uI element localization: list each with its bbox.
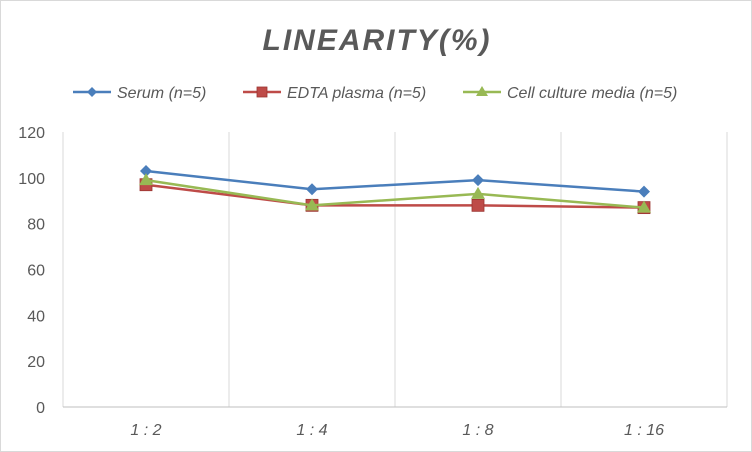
y-tick-label: 60	[27, 263, 45, 280]
legend-item: Cell culture media (n=5)	[463, 85, 677, 102]
legend-label: Cell culture media (n=5)	[507, 85, 677, 102]
y-tick-label: 120	[18, 125, 45, 142]
x-tick-label: 1 : 8	[462, 422, 493, 439]
chart-title: LINEARITY(%)	[263, 24, 492, 57]
data-point	[306, 183, 318, 196]
y-tick-label: 40	[27, 308, 45, 325]
gridlines	[62, 132, 728, 407]
data-point	[140, 164, 152, 177]
legend-item: EDTA plasma (n=5)	[243, 85, 426, 102]
x-tick-label: 1 : 2	[130, 422, 161, 439]
legend-item: Serum (n=5)	[73, 85, 206, 102]
x-tick-label: 1 : 4	[296, 422, 327, 439]
legend-label: EDTA plasma (n=5)	[287, 85, 426, 102]
y-tick-label: 100	[18, 171, 45, 188]
data-point	[637, 200, 651, 213]
legend-marker	[256, 86, 268, 98]
series-line	[145, 169, 645, 193]
series-1	[140, 164, 650, 198]
data-point	[638, 185, 650, 198]
data-point	[471, 198, 485, 212]
data-point	[472, 174, 484, 187]
data-point	[471, 186, 485, 199]
y-axis-ticks: 0 20 40 60 80 100 120	[18, 125, 45, 417]
data-point	[139, 173, 153, 186]
x-tick-label: 1 : 16	[624, 422, 664, 439]
legend-marker	[87, 87, 97, 97]
y-tick-label: 80	[27, 217, 45, 234]
legend-marker	[476, 86, 488, 96]
x-axis-ticks: 1 : 2 1 : 4 1 : 8 1 : 16	[130, 422, 664, 439]
series-group	[139, 164, 651, 215]
series-line	[145, 178, 645, 209]
legend-label: Serum (n=5)	[117, 85, 206, 102]
data-point	[305, 198, 319, 211]
y-tick-label: 0	[36, 400, 45, 417]
series-3	[139, 173, 651, 213]
series-line	[145, 183, 645, 209]
legend: Serum (n=5) EDTA plasma (n=5) Cell culture…	[73, 85, 677, 102]
y-tick-label: 20	[27, 354, 45, 371]
